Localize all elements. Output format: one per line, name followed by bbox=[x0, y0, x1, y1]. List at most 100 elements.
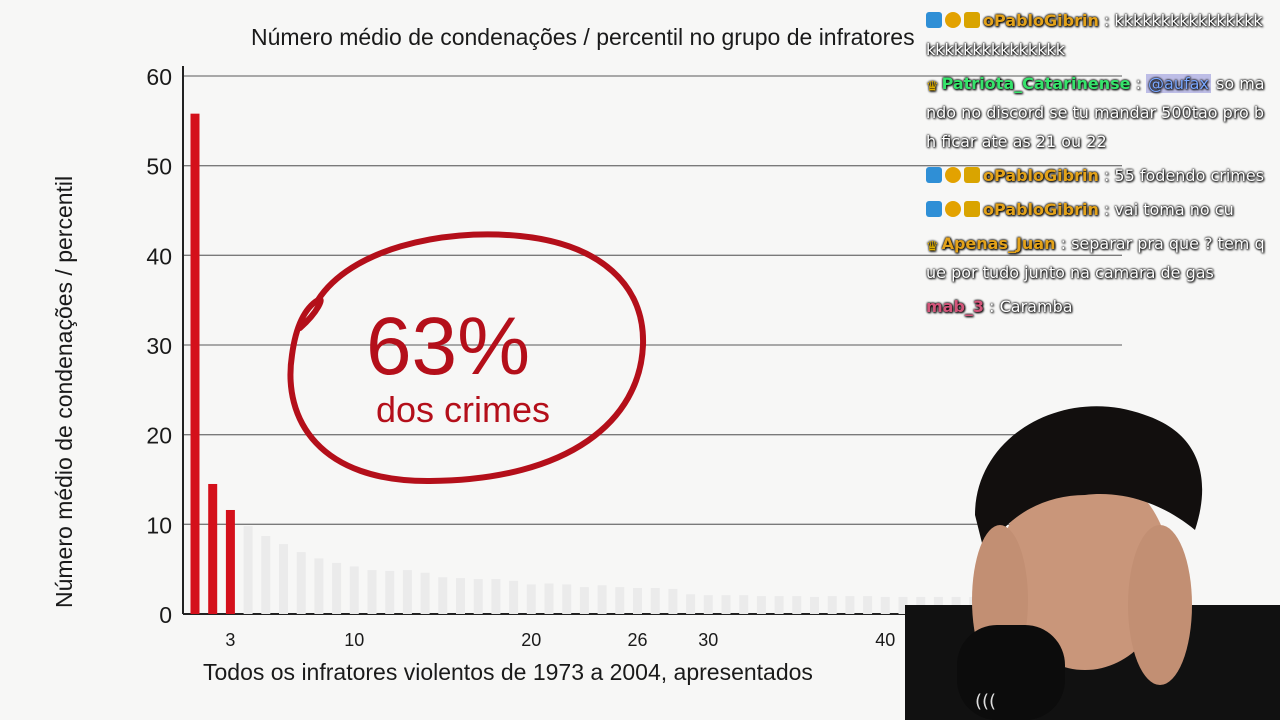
bar bbox=[385, 570, 395, 614]
chat-message: mab_3 : Caramba bbox=[926, 292, 1266, 321]
bar bbox=[367, 570, 377, 614]
hair bbox=[975, 406, 1203, 555]
x-axis-label: Todos os infratores violentos de 1973 a … bbox=[203, 659, 813, 685]
y-tick-label: 40 bbox=[146, 243, 172, 269]
bar bbox=[810, 596, 819, 614]
chat-username: mab_3 bbox=[926, 297, 985, 316]
bar bbox=[225, 509, 235, 614]
x-tick-label: 3 bbox=[225, 630, 235, 650]
chat-separator: : bbox=[1055, 234, 1072, 253]
chat-username: oPabloGibrin bbox=[983, 166, 1099, 185]
bar bbox=[703, 595, 713, 614]
chat-text: Caramba bbox=[999, 297, 1073, 316]
bar bbox=[615, 587, 625, 614]
bar bbox=[650, 587, 660, 614]
bar bbox=[526, 584, 536, 614]
moderator-badge-icon bbox=[926, 12, 942, 28]
annotation-text: dos crimes bbox=[376, 389, 550, 430]
webcam-overlay: ((( bbox=[905, 406, 1280, 720]
chat-separator: : bbox=[984, 297, 1000, 316]
vip-badge-icon bbox=[964, 167, 980, 183]
right-hand bbox=[1128, 525, 1192, 685]
bar bbox=[402, 570, 412, 614]
y-tick-label: 10 bbox=[146, 512, 172, 538]
bar bbox=[597, 585, 607, 614]
crown-badge-icon: ♛ bbox=[926, 239, 939, 255]
chat-username: Patriota_Catarinense bbox=[941, 74, 1131, 93]
chat-username: oPabloGibrin bbox=[983, 11, 1099, 30]
chat-text: 55 fodendo crimes bbox=[1114, 166, 1265, 185]
y-tick-label: 30 bbox=[146, 333, 172, 359]
y-axis-label: Número médio de condenações / percentil bbox=[51, 176, 77, 608]
chat-username: Apenas_Juan bbox=[941, 234, 1056, 253]
annotation: 63% dos crimes bbox=[287, 231, 647, 485]
bar bbox=[633, 587, 642, 614]
microphone: ((( bbox=[957, 625, 1065, 720]
bar bbox=[349, 566, 359, 614]
bar bbox=[686, 594, 696, 614]
chat-text: separar pra que ? tem que por tudo junto… bbox=[926, 234, 1265, 282]
bar bbox=[827, 596, 837, 614]
moderator-badge-icon bbox=[926, 167, 942, 183]
streamer-person bbox=[905, 406, 1280, 720]
bar bbox=[721, 595, 731, 614]
annotation-circle bbox=[287, 231, 647, 485]
chat-mention: @aufax bbox=[1146, 74, 1211, 93]
bar bbox=[190, 113, 200, 614]
bar bbox=[774, 596, 784, 614]
microphone-brand: ((( bbox=[975, 691, 996, 712]
bar bbox=[792, 596, 802, 614]
bar bbox=[562, 584, 572, 614]
bar bbox=[279, 544, 288, 614]
bar bbox=[880, 596, 890, 614]
bar bbox=[544, 583, 554, 614]
bar bbox=[314, 558, 324, 614]
chat-separator: : bbox=[1098, 200, 1115, 219]
chat-message: oPabloGibrin : vai toma no cu bbox=[926, 195, 1266, 224]
bar bbox=[739, 595, 749, 614]
chat-overlay: oPabloGibrin : kkkkkkkkkkkkkkkkkkkkkkkkk… bbox=[926, 6, 1266, 326]
x-tick-label: 40 bbox=[875, 630, 895, 650]
chat-username: oPabloGibrin bbox=[983, 200, 1099, 219]
subscriber-badge-icon bbox=[945, 201, 961, 217]
chat-message: ♛ Apenas_Juan : separar pra que ? tem que… bbox=[926, 229, 1266, 287]
x-tick-label: 26 bbox=[627, 630, 647, 650]
subscriber-badge-icon bbox=[945, 12, 961, 28]
bar bbox=[456, 578, 465, 614]
bar bbox=[208, 483, 218, 614]
y-tick-label: 50 bbox=[146, 154, 172, 180]
bars bbox=[190, 113, 996, 614]
x-tick-label: 10 bbox=[344, 630, 364, 650]
subscriber-badge-icon bbox=[945, 167, 961, 183]
x-tick-label: 20 bbox=[521, 630, 541, 650]
bar bbox=[296, 552, 306, 614]
chat-message: ♛ Patriota_Catarinense : @aufax so mando … bbox=[926, 69, 1266, 156]
chat-text: kkkkkkkkkkkkkkkkkkkkkkkkkkkkkkk bbox=[926, 11, 1263, 59]
chat-message: oPabloGibrin : 55 fodendo crimes bbox=[926, 161, 1266, 190]
chat-separator: : bbox=[1098, 11, 1115, 30]
bar bbox=[491, 579, 501, 614]
bar bbox=[438, 577, 448, 614]
bar bbox=[420, 572, 430, 614]
y-tick-label: 0 bbox=[159, 602, 172, 628]
y-tick-labels: 0 10 20 30 40 50 60 bbox=[146, 64, 172, 628]
chat-message: oPabloGibrin : kkkkkkkkkkkkkkkkkkkkkkkkk… bbox=[926, 6, 1266, 64]
face bbox=[1000, 470, 1170, 670]
annotation-percent: 63% bbox=[366, 301, 530, 392]
bar bbox=[509, 580, 519, 614]
x-tick-label: 30 bbox=[698, 630, 718, 650]
vip-badge-icon bbox=[964, 201, 980, 217]
chart-title: Número médio de condenações / percentil … bbox=[251, 24, 915, 50]
bar bbox=[243, 526, 253, 614]
x-tick-labels: 3 10 20 26 30 40 bbox=[225, 630, 895, 650]
bar bbox=[898, 596, 908, 614]
chat-separator: : bbox=[1098, 166, 1115, 185]
bar bbox=[668, 588, 678, 614]
bar bbox=[863, 596, 873, 614]
chat-separator: : bbox=[1130, 74, 1147, 93]
bar bbox=[332, 562, 342, 614]
bar bbox=[845, 596, 855, 614]
crown-badge-icon: ♛ bbox=[926, 79, 939, 95]
bar bbox=[261, 535, 271, 614]
